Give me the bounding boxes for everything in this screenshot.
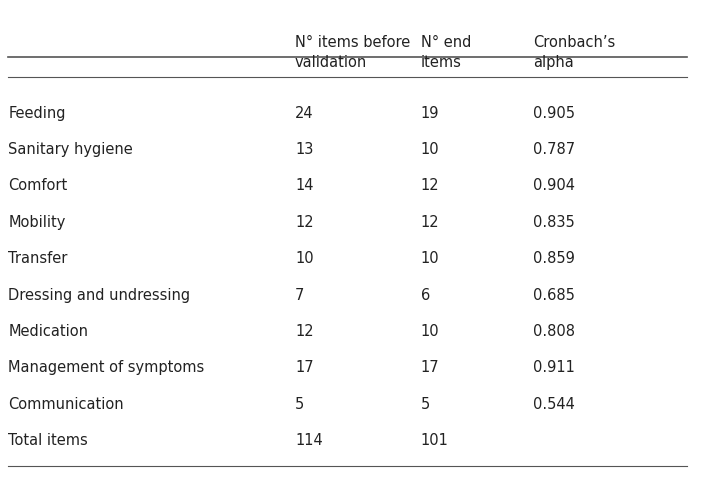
Text: 12: 12 [421,215,439,230]
Text: 19: 19 [421,106,439,121]
Text: 101: 101 [421,433,449,448]
Text: Feeding: Feeding [8,106,66,121]
Text: Medication: Medication [8,324,88,339]
Text: 0.904: 0.904 [533,179,575,194]
Text: 10: 10 [421,324,439,339]
Text: 12: 12 [295,215,314,230]
Text: N° end
items: N° end items [421,35,471,70]
Text: 12: 12 [295,324,314,339]
Text: Comfort: Comfort [8,179,67,194]
Text: 6: 6 [421,287,430,303]
Text: Dressing and undressing: Dressing and undressing [8,287,190,303]
Text: 0.685: 0.685 [533,287,575,303]
Text: Cronbach’s
alpha: Cronbach’s alpha [533,35,615,70]
Text: 17: 17 [295,361,314,375]
Text: 10: 10 [295,251,314,266]
Text: 14: 14 [295,179,314,194]
Text: 0.787: 0.787 [533,142,575,157]
Text: 5: 5 [295,397,304,412]
Text: 0.911: 0.911 [533,361,575,375]
Text: 17: 17 [421,361,439,375]
Text: Mobility: Mobility [8,215,66,230]
Text: 24: 24 [295,106,314,121]
Text: 7: 7 [295,287,305,303]
Text: 0.859: 0.859 [533,251,575,266]
Text: 12: 12 [421,179,439,194]
Text: 5: 5 [421,397,430,412]
Text: N° items before
validation: N° items before validation [295,35,410,70]
Text: 0.544: 0.544 [533,397,575,412]
Text: 0.835: 0.835 [533,215,574,230]
Text: Total items: Total items [8,433,88,448]
Text: Sanitary hygiene: Sanitary hygiene [8,142,133,157]
Text: 0.808: 0.808 [533,324,575,339]
Text: 0.905: 0.905 [533,106,575,121]
Text: Management of symptoms: Management of symptoms [8,361,204,375]
Text: Transfer: Transfer [8,251,68,266]
Text: Communication: Communication [8,397,124,412]
Text: 114: 114 [295,433,323,448]
Text: 13: 13 [295,142,313,157]
Text: 10: 10 [421,251,439,266]
Text: 10: 10 [421,142,439,157]
